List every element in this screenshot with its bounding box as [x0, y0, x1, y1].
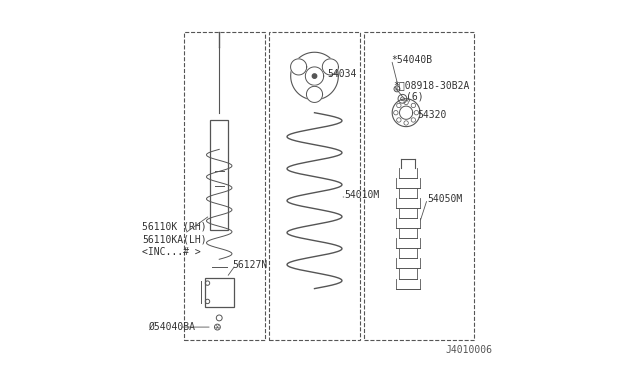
Text: 56127N: 56127N [232, 260, 268, 270]
Circle shape [214, 324, 220, 330]
Text: 56110K (RH): 56110K (RH) [142, 221, 207, 231]
Text: J4010006: J4010006 [445, 344, 492, 355]
Polygon shape [323, 59, 339, 75]
Polygon shape [307, 86, 323, 102]
Polygon shape [291, 59, 307, 75]
Text: 54320: 54320 [417, 109, 447, 119]
Text: 54034: 54034 [327, 69, 356, 79]
Text: <INC...# >: <INC...# > [142, 247, 201, 257]
Text: *ⓝ08918-30B2A: *ⓝ08918-30B2A [394, 80, 470, 90]
Circle shape [312, 74, 317, 78]
Circle shape [394, 86, 400, 92]
Text: Ø54040BA: Ø54040BA [148, 322, 195, 332]
Text: (6): (6) [406, 91, 424, 101]
Text: 56110KA(LH): 56110KA(LH) [142, 234, 207, 244]
Text: 54010M: 54010M [344, 190, 379, 200]
Text: 54050M: 54050M [428, 194, 463, 204]
Text: *54040B: *54040B [392, 55, 433, 65]
